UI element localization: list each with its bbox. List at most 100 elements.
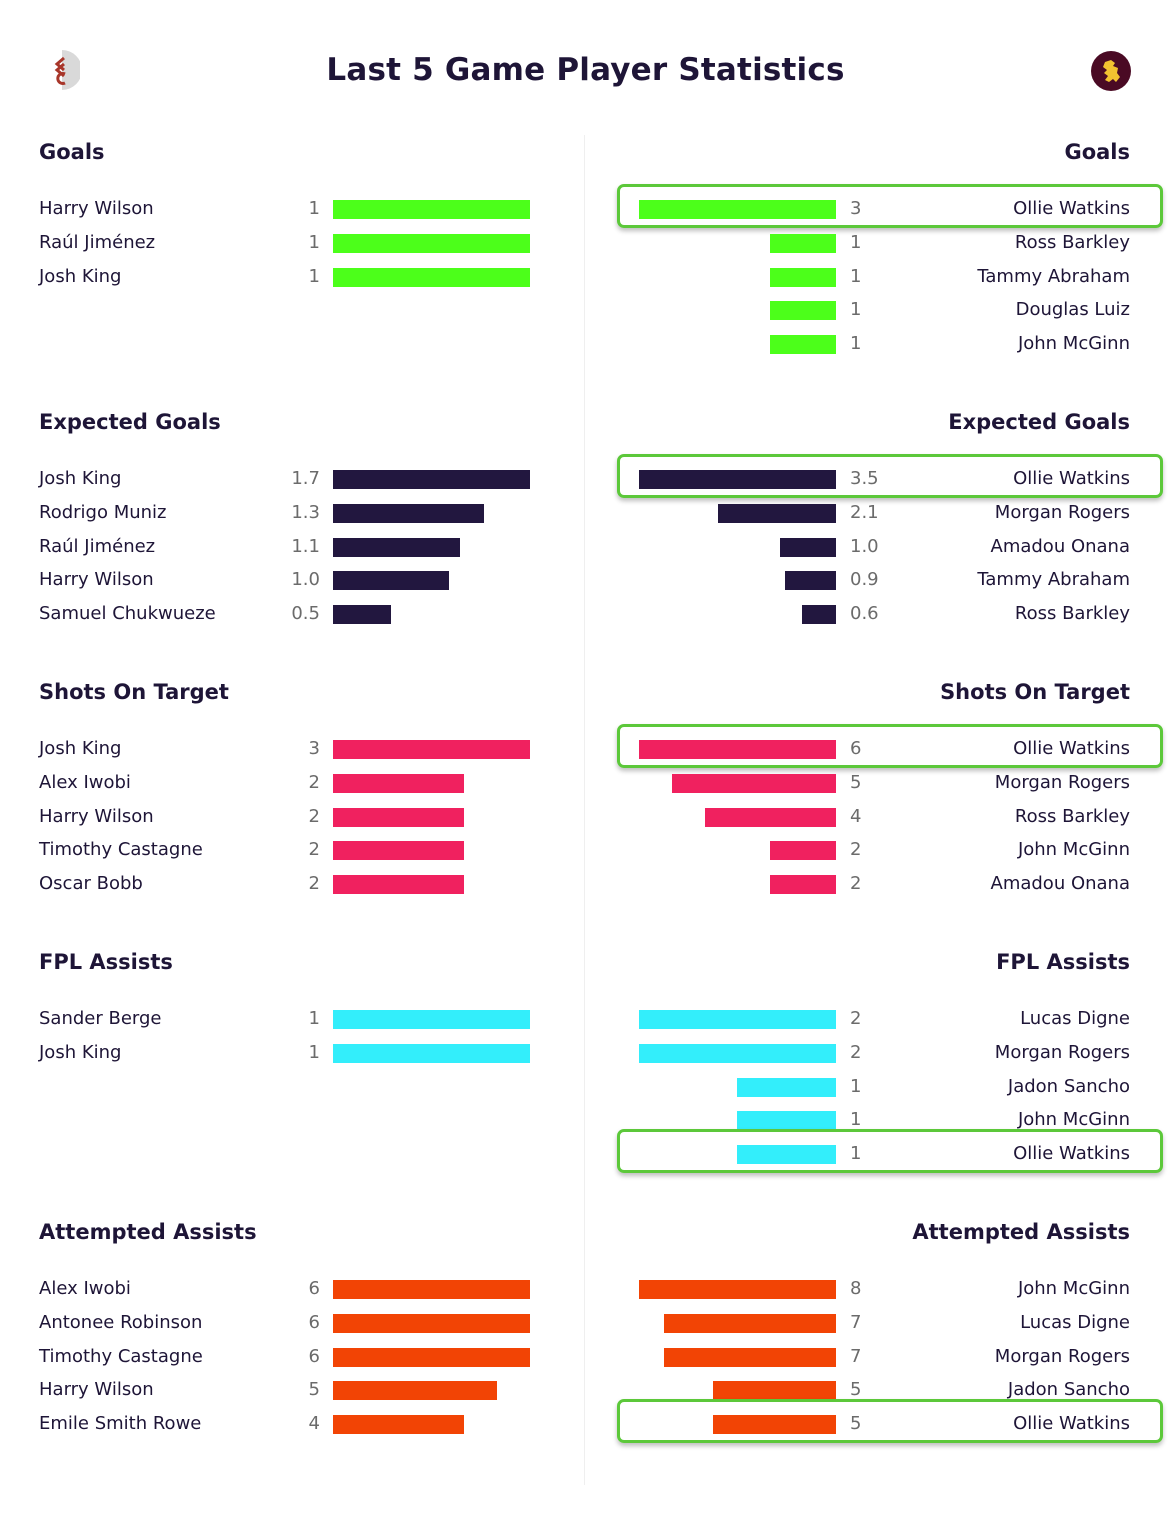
stat-bar <box>333 1043 530 1063</box>
stat-bar <box>333 1381 497 1401</box>
player-row: John McGinn 1 <box>585 332 1170 366</box>
stat-bar <box>333 200 530 219</box>
highlight-box <box>617 454 1163 498</box>
player-row: Lucas Digne 7 <box>585 1311 1170 1345</box>
player-row: Alex Iwobi 6 <box>0 1277 585 1311</box>
player-row: Timothy Castagne 2 <box>0 838 585 872</box>
stat-bar <box>770 233 836 253</box>
stat-value: 5 <box>308 1379 320 1401</box>
player-row: Ollie Watkins 3.5 <box>585 454 1170 501</box>
stat-bar <box>713 1381 836 1401</box>
player-name: Morgan Rogers <box>994 771 1130 793</box>
player-row: Jadon Sancho 1 <box>585 1075 1170 1109</box>
stat-bar <box>333 740 530 759</box>
player-name: Harry Wilson <box>39 198 154 219</box>
stat-value: 1.7 <box>291 468 320 489</box>
stat-bar <box>333 1010 530 1029</box>
stat-value: 5 <box>850 1413 862 1435</box>
player-row: Ollie Watkins 1 <box>585 1129 1170 1176</box>
stat-bar <box>770 875 836 895</box>
stat-value: 5 <box>850 771 862 793</box>
aston-villa-crest-icon <box>1091 51 1131 91</box>
stat-value: 2 <box>308 771 320 793</box>
stat-value: 1 <box>308 1008 320 1029</box>
stat-value: 1 <box>850 231 862 253</box>
section-title: FPL Assists <box>39 950 173 974</box>
stat-value: 2 <box>308 839 320 861</box>
stat-value: 1 <box>850 1075 862 1097</box>
player-name: Morgan Rogers <box>994 1041 1130 1063</box>
section-title: Goals <box>1064 140 1130 164</box>
stat-value: 2.1 <box>850 501 879 523</box>
player-name: John McGinn <box>1017 1278 1130 1299</box>
stat-bar <box>639 1010 836 1029</box>
section-title: Expected Goals <box>948 410 1130 434</box>
section-title: Attempted Assists <box>912 1220 1130 1244</box>
stat-bar <box>333 233 530 253</box>
player-row: Josh King 1.7 <box>0 467 585 501</box>
player-name: Antonee Robinson <box>39 1311 203 1333</box>
player-name: Ross Barkley <box>1014 231 1130 253</box>
player-row: Rodrigo Muniz 1.3 <box>0 501 585 535</box>
player-row: Harry Wilson 2 <box>0 805 585 839</box>
stat-value: 3.5 <box>850 468 879 489</box>
player-row: Ollie Watkins 5 <box>585 1399 1170 1446</box>
stat-bar <box>713 1415 836 1435</box>
player-row: Ross Barkley 4 <box>585 805 1170 839</box>
player-row: Amadou Onana 2 <box>585 872 1170 906</box>
section-title: Shots On Target <box>39 680 229 704</box>
player-row: Morgan Rogers 2 <box>585 1041 1170 1075</box>
stat-bar <box>770 335 836 355</box>
stat-bar <box>802 605 836 625</box>
stat-bar <box>639 200 836 219</box>
stat-bar <box>770 267 836 287</box>
stat-value: 1 <box>308 1041 320 1063</box>
player-name: Jadon Sancho <box>1007 1075 1130 1097</box>
stat-value: 2 <box>308 873 320 895</box>
stat-bar <box>333 1313 530 1333</box>
player-row: Morgan Rogers 2.1 <box>585 501 1170 535</box>
header: Last 5 Game Player Statistics <box>0 0 1171 120</box>
player-row: Tammy Abraham 1 <box>585 265 1170 299</box>
stat-value: 5 <box>850 1379 862 1401</box>
stat-bar <box>639 1043 836 1063</box>
player-row: Josh King 3 <box>0 737 585 771</box>
player-name: Alex Iwobi <box>39 1278 131 1299</box>
section-title: Attempted Assists <box>39 1220 257 1244</box>
player-name: Ollie Watkins <box>1013 1413 1130 1435</box>
player-row: Tammy Abraham 0.9 <box>585 568 1170 602</box>
stat-value: 1.3 <box>291 501 320 523</box>
player-row: Ross Barkley 0.6 <box>585 602 1170 636</box>
highlight-box <box>617 724 1163 768</box>
stat-value: 7 <box>850 1311 862 1333</box>
stat-bar <box>333 807 464 827</box>
player-row: Sander Berge 1 <box>0 1007 585 1041</box>
stat-value: 6 <box>308 1278 320 1299</box>
stat-bar <box>718 503 836 523</box>
player-name: Ollie Watkins <box>1013 1143 1130 1165</box>
stat-value: 1 <box>308 265 320 287</box>
player-row: Lucas Digne 2 <box>585 1007 1170 1041</box>
player-name: Raúl Jiménez <box>39 535 156 557</box>
section-title: FPL Assists <box>996 950 1130 974</box>
player-name: Raúl Jiménez <box>39 231 156 253</box>
player-row: Jadon Sancho 5 <box>585 1378 1170 1412</box>
stat-value: 1 <box>308 198 320 219</box>
player-name: Amadou Onana <box>990 535 1131 557</box>
player-name: Ollie Watkins <box>1013 738 1130 759</box>
stat-bar <box>780 537 836 557</box>
player-row: Ollie Watkins 3 <box>585 184 1170 231</box>
player-name: Morgan Rogers <box>994 1345 1130 1367</box>
stat-value: 1 <box>850 265 862 287</box>
stat-bar <box>333 1280 530 1299</box>
stat-value: 0.9 <box>850 569 879 591</box>
stat-bar <box>705 807 836 827</box>
stat-bar <box>333 605 391 625</box>
stat-value: 0.5 <box>291 603 320 625</box>
player-row: Josh King 1 <box>0 265 585 299</box>
player-name: Jadon Sancho <box>1007 1379 1130 1401</box>
stat-bar <box>639 740 836 759</box>
player-name: Lucas Digne <box>1020 1311 1130 1333</box>
stat-bar <box>737 1111 836 1131</box>
stat-bar <box>664 1313 836 1333</box>
